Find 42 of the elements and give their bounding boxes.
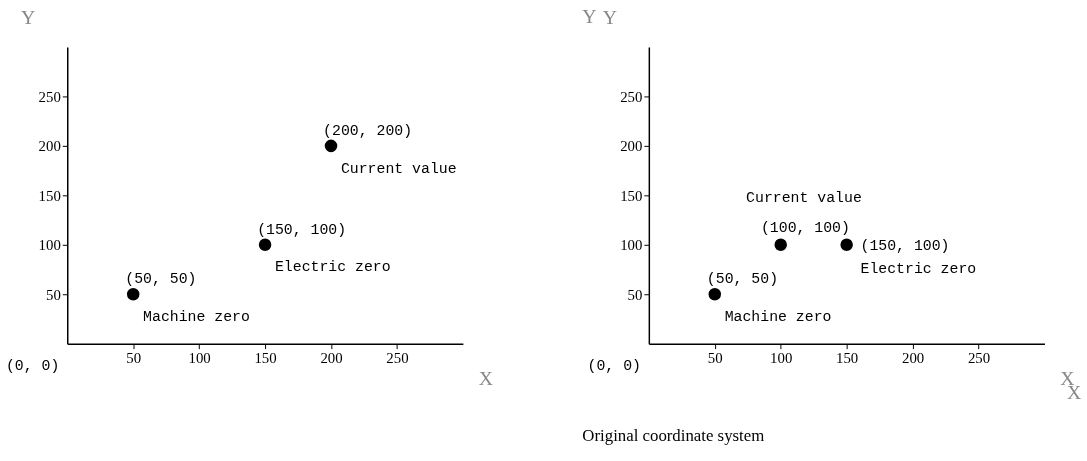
text: Y (582, 5, 597, 28)
x-tick-label: 250 (967, 349, 991, 366)
y-tick-label: 150 (620, 187, 643, 204)
annotation: (200, 200) (323, 123, 413, 139)
text: Original coordinate system (582, 425, 765, 445)
annotation: Current value (340, 160, 457, 177)
x-tick-label: 50 (126, 349, 142, 366)
y-tick-label: 250 (620, 88, 643, 105)
text: (0, 0) (587, 358, 641, 375)
annotation: Current value (746, 190, 862, 207)
annotation: Machine zero (724, 308, 832, 325)
y-tick-label: 100 (620, 237, 643, 254)
x-tick-label: 250 (386, 349, 409, 366)
annotation: (150, 100) (257, 221, 347, 238)
annotation: (50, 50) (706, 271, 779, 288)
x-tick-label: 150 (836, 349, 859, 366)
point (258, 238, 272, 252)
x-tick-label: 200 (320, 349, 343, 366)
annotation: (150, 100) (860, 237, 950, 254)
annotation: Machine zero (143, 308, 250, 325)
annotation: (50, 50) (125, 271, 197, 288)
y-tick-label: 50 (627, 286, 643, 303)
y-tick-label: 50 (46, 286, 61, 303)
text: (0, 0) (5, 358, 60, 375)
y-tick-label: 200 (620, 138, 643, 155)
x-tick-label: 100 (188, 349, 211, 366)
point (324, 139, 338, 153)
x-tick-label: 100 (770, 349, 793, 366)
y-tick-label: 250 (38, 88, 61, 105)
x-tick-label: 150 (254, 349, 277, 366)
x-tick-label: 50 (707, 349, 723, 366)
annotation: Electric zero (860, 261, 977, 278)
y-axis-title: Y (21, 5, 36, 28)
point (126, 288, 140, 301)
x-tick-label: 200 (901, 349, 925, 366)
y-axis-title: Y (602, 5, 617, 28)
annotation: (100, 100) (760, 219, 850, 236)
y-tick-label: 150 (38, 187, 61, 204)
x-axis-title: X (478, 366, 494, 389)
y-tick-label: 100 (38, 237, 61, 254)
annotation: Electric zero (274, 259, 391, 276)
y-tick-label: 200 (38, 138, 61, 155)
